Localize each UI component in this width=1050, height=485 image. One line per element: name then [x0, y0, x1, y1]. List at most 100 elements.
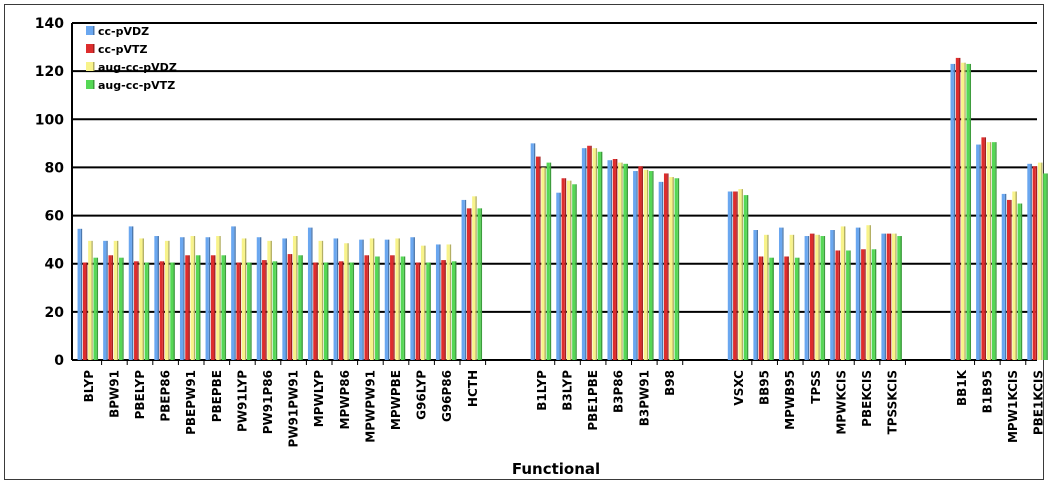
bar	[623, 163, 627, 360]
bar	[881, 233, 885, 360]
bar-shade	[595, 148, 598, 360]
bar	[307, 227, 312, 360]
bar	[1017, 203, 1021, 360]
bar	[597, 151, 601, 360]
bar	[1007, 199, 1011, 360]
bar-shade	[989, 142, 992, 360]
bar-shade	[1046, 173, 1048, 360]
bar-shade	[208, 237, 211, 360]
bar	[477, 208, 481, 360]
bar	[179, 237, 184, 360]
bar	[119, 257, 123, 360]
bar	[298, 255, 302, 360]
legend-label: aug-cc-pVDZ	[98, 61, 177, 74]
bar	[93, 257, 97, 360]
bar-shade	[533, 143, 536, 360]
bar-shade	[900, 236, 902, 360]
bar	[733, 191, 737, 360]
bar-shade	[575, 184, 577, 360]
bar-shade	[296, 236, 298, 360]
bar	[323, 262, 328, 360]
bar	[108, 255, 112, 360]
bar-shade	[959, 57, 961, 361]
bar	[981, 137, 985, 360]
x-tick-label: PW91LYP	[235, 370, 249, 432]
bar-shade	[1035, 166, 1038, 360]
bar-shade	[667, 173, 669, 360]
bar	[154, 236, 158, 360]
bar-shade	[352, 262, 355, 360]
bar-shade	[96, 257, 99, 360]
bar-shade	[131, 226, 134, 360]
bar-shade	[311, 227, 313, 360]
bar-shade	[1010, 199, 1012, 360]
bar	[415, 262, 419, 360]
legend-swatch	[86, 62, 93, 71]
bar	[530, 143, 534, 360]
bar	[287, 254, 291, 360]
x-tick-label: PW91P86	[261, 370, 275, 434]
bar-shade	[162, 261, 165, 360]
x-tick-label: PW91PW91	[287, 370, 301, 447]
bar-shade	[316, 262, 318, 360]
bar-shade	[874, 249, 877, 360]
x-tick-label: MPWPBE	[389, 370, 403, 430]
bar	[128, 226, 132, 360]
bar-shade	[301, 255, 303, 360]
bar	[804, 236, 808, 360]
bar	[426, 262, 430, 360]
bar	[410, 237, 414, 360]
x-tick-label: PBE1PBE	[586, 370, 600, 431]
y-tick-label: 60	[45, 209, 65, 225]
bar-shade	[398, 238, 400, 360]
bar-shade	[367, 255, 370, 360]
bar	[333, 238, 337, 360]
bar	[144, 262, 148, 360]
bar-shade	[188, 255, 190, 360]
bar-shade	[91, 240, 93, 360]
x-tick-label: HCTH	[466, 370, 480, 407]
bar-shade	[219, 236, 221, 360]
bar-shade	[439, 244, 441, 360]
bar	[886, 233, 890, 360]
bar-shade	[387, 239, 390, 360]
x-tick-label: MPWPW91	[363, 370, 377, 443]
bar-shade	[864, 249, 866, 360]
bar-shade	[157, 236, 159, 360]
bar	[809, 233, 814, 360]
bar-shade	[626, 163, 628, 360]
x-tick-label: MPWKCIS	[834, 370, 848, 435]
bar-shade	[214, 255, 216, 360]
bar-shade	[559, 192, 561, 360]
bar	[364, 255, 368, 360]
bar	[262, 260, 266, 360]
bar-shade	[661, 181, 664, 360]
bar	[638, 166, 642, 360]
bar-shade	[995, 142, 997, 360]
bar	[82, 262, 87, 360]
bar-shade	[964, 62, 966, 360]
bar-shade	[539, 156, 541, 360]
bar-shade	[818, 234, 820, 360]
x-tick-label: VSXC	[732, 370, 746, 406]
x-tick-label: BLYP	[82, 370, 96, 403]
bar-shade	[849, 250, 851, 360]
legend-label: aug-cc-pVTZ	[98, 79, 175, 92]
bar	[375, 256, 379, 360]
bar	[612, 159, 616, 360]
bar-shade	[270, 240, 272, 360]
bar-shade	[111, 255, 114, 360]
bar-shade	[895, 233, 897, 360]
bar	[77, 228, 81, 360]
x-tick-label: TPSSKCIS	[886, 370, 900, 434]
bar	[441, 260, 445, 360]
x-tick-label: B1B95	[980, 370, 994, 413]
bar-shade	[224, 255, 227, 360]
bar	[231, 226, 235, 360]
bar	[267, 240, 271, 360]
bar	[451, 261, 456, 360]
bar-shade	[199, 255, 201, 360]
x-tick-label: BB1K	[955, 369, 969, 406]
x-tick-label: B3P86	[612, 370, 626, 413]
bar-shade	[823, 236, 826, 360]
